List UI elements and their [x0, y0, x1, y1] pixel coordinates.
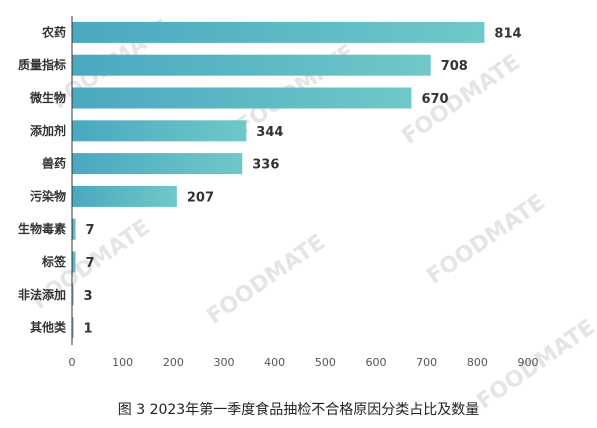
bar	[72, 21, 485, 43]
x-tick-label: 800	[467, 356, 488, 369]
x-tick-label: 500	[315, 356, 336, 369]
x-tick-label: 700	[416, 356, 437, 369]
bar	[72, 317, 74, 339]
data-label: 207	[187, 190, 214, 205]
category-label: 非法添加	[18, 287, 66, 302]
category-label: 质量指标	[18, 57, 66, 72]
data-label: 814	[494, 26, 521, 41]
data-label: 344	[256, 125, 283, 140]
bar	[72, 185, 177, 207]
category-label: 其他类	[30, 320, 67, 335]
x-tick-label: 300	[214, 356, 235, 369]
bar	[72, 251, 76, 273]
figure-caption: 图 3 2023年第一季度食品抽检不合格原因分类占比及数量	[117, 402, 480, 418]
data-label: 708	[441, 59, 468, 74]
data-label: 336	[252, 158, 279, 173]
category-label: 添加剂	[30, 123, 66, 138]
x-tick-label: 900	[518, 356, 539, 369]
watermark-text: FOODMATE	[423, 190, 550, 290]
data-label: 1	[84, 322, 93, 337]
watermark-text: FOODMATE	[203, 230, 330, 330]
data-label: 3	[84, 289, 93, 304]
data-label: 7	[86, 223, 95, 238]
category-label: 农药	[41, 24, 66, 39]
x-tick-label: 400	[264, 356, 285, 369]
x-tick-label: 200	[163, 356, 184, 369]
bar	[72, 54, 431, 76]
x-tick-label: 0	[69, 356, 76, 369]
x-tick-label: 600	[366, 356, 387, 369]
bar	[72, 284, 74, 306]
bar	[72, 218, 76, 240]
category-label: 标签	[41, 254, 67, 269]
bar	[72, 120, 247, 142]
x-tick-label: 100	[112, 356, 133, 369]
data-label: 7	[86, 256, 95, 271]
category-label: 生物毒素	[18, 221, 66, 236]
data-label: 670	[421, 92, 448, 107]
category-label: 污染物	[30, 188, 66, 203]
category-label: 兽药	[42, 156, 66, 171]
bar	[72, 87, 412, 109]
category-label: 微生物	[29, 90, 66, 105]
bar	[72, 153, 243, 175]
